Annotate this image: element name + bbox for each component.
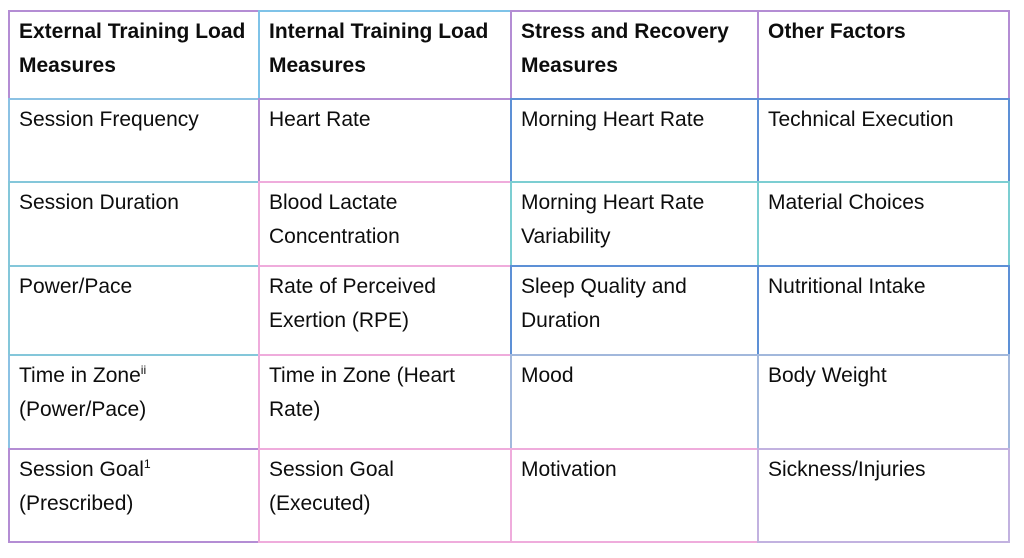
table-cell-r2-c2: Blood Lactate Concentration xyxy=(258,181,510,265)
cell-text: Sickness/Injuries xyxy=(768,458,926,481)
column-header-3: Stress and Recovery Measures xyxy=(510,10,757,98)
column-header-1: External Training Load Measures xyxy=(8,10,258,98)
cell-text: Technical Execution xyxy=(768,108,954,131)
cell-text: (Power/Pace) xyxy=(19,398,147,421)
table-body: External Training Load Measures Internal … xyxy=(8,10,1010,543)
column-header-4: Other Factors xyxy=(757,10,1010,98)
table-cell-r5-c2: Session Goal (Executed) xyxy=(258,448,510,543)
cell-text: Rate of Perceived Exertion (RPE) xyxy=(269,275,436,332)
cell-text: Session Frequency xyxy=(19,108,199,131)
cell-text: Morning Heart Rate xyxy=(521,108,705,131)
cell-text: Session Goal (Executed) xyxy=(269,458,394,515)
table-cell-r5-c3: Motivation xyxy=(510,448,757,543)
table-row: Time in Zoneii (Power/Pace) Time in Zone … xyxy=(8,354,1010,448)
cell-text: Material Choices xyxy=(768,191,925,214)
cell-text: Time in Zone xyxy=(19,364,141,387)
table-cell-r1-c3: Morning Heart Rate xyxy=(510,98,757,181)
cell-text: (Prescribed) xyxy=(19,492,134,515)
cell-text: Sleep Quality and Duration xyxy=(521,275,687,332)
cell-text: Stress and Recovery Measures xyxy=(521,20,729,77)
table-row: Session Duration Blood Lactate Concentrat… xyxy=(8,181,1010,265)
cell-text: Blood Lactate Concentration xyxy=(269,191,400,248)
table-cell-r5-c4: Sickness/Injuries xyxy=(757,448,1010,543)
table-row: Session Goal1 (Prescribed) Session Goal (… xyxy=(8,448,1010,543)
table-cell-r2-c1: Session Duration xyxy=(8,181,258,265)
table-cell-r1-c4: Technical Execution xyxy=(757,98,1010,181)
column-header-2: Internal Training Load Measures xyxy=(258,10,510,98)
header-row: External Training Load Measures Internal … xyxy=(8,10,1010,98)
cell-text: Motivation xyxy=(521,458,617,481)
table-row: Session Frequency Heart Rate Morning Heart… xyxy=(8,98,1010,181)
cell-text: Nutritional Intake xyxy=(768,275,926,298)
table-container: External Training Load Measures Internal … xyxy=(8,10,1010,543)
cell-text: Session Goal xyxy=(19,458,144,481)
table-cell-r4-c3: Mood xyxy=(510,354,757,448)
cell-text: Body Weight xyxy=(768,364,887,387)
table-cell-r2-c3: Morning Heart Rate Variability xyxy=(510,181,757,265)
cell-text: Mood xyxy=(521,364,574,387)
table-cell-r4-c2: Time in Zone (Heart Rate) xyxy=(258,354,510,448)
table-cell-r3-c1: Power/Pace xyxy=(8,265,258,354)
cell-text: External Training Load Measures xyxy=(19,20,246,77)
table-cell-r3-c3: Sleep Quality and Duration xyxy=(510,265,757,354)
table-cell-r3-c2: Rate of Perceived Exertion (RPE) xyxy=(258,265,510,354)
table-cell-r3-c4: Nutritional Intake xyxy=(757,265,1010,354)
superscript-note: ii xyxy=(140,363,147,377)
cell-text: Heart Rate xyxy=(269,108,371,131)
table-row: Power/Pace Rate of Perceived Exertion (RP… xyxy=(8,265,1010,354)
table-cell-r2-c4: Material Choices xyxy=(757,181,1010,265)
table-cell-r4-c4: Body Weight xyxy=(757,354,1010,448)
superscript-note: 1 xyxy=(143,457,151,471)
table-cell-r4-c1: Time in Zoneii (Power/Pace) xyxy=(8,354,258,448)
cell-text: Session Duration xyxy=(19,191,179,214)
table-cell-r1-c1: Session Frequency xyxy=(8,98,258,181)
training-measures-table: External Training Load Measures Internal … xyxy=(8,10,1010,543)
cell-text: Power/Pace xyxy=(19,275,133,298)
cell-text: Internal Training Load Measures xyxy=(269,20,489,77)
cell-text: Other Factors xyxy=(768,20,906,43)
cell-text: Morning Heart Rate Variability xyxy=(521,191,705,248)
cell-text: Time in Zone (Heart Rate) xyxy=(269,364,455,421)
table-cell-r1-c2: Heart Rate xyxy=(258,98,510,181)
table-cell-r5-c1: Session Goal1 (Prescribed) xyxy=(8,448,258,543)
